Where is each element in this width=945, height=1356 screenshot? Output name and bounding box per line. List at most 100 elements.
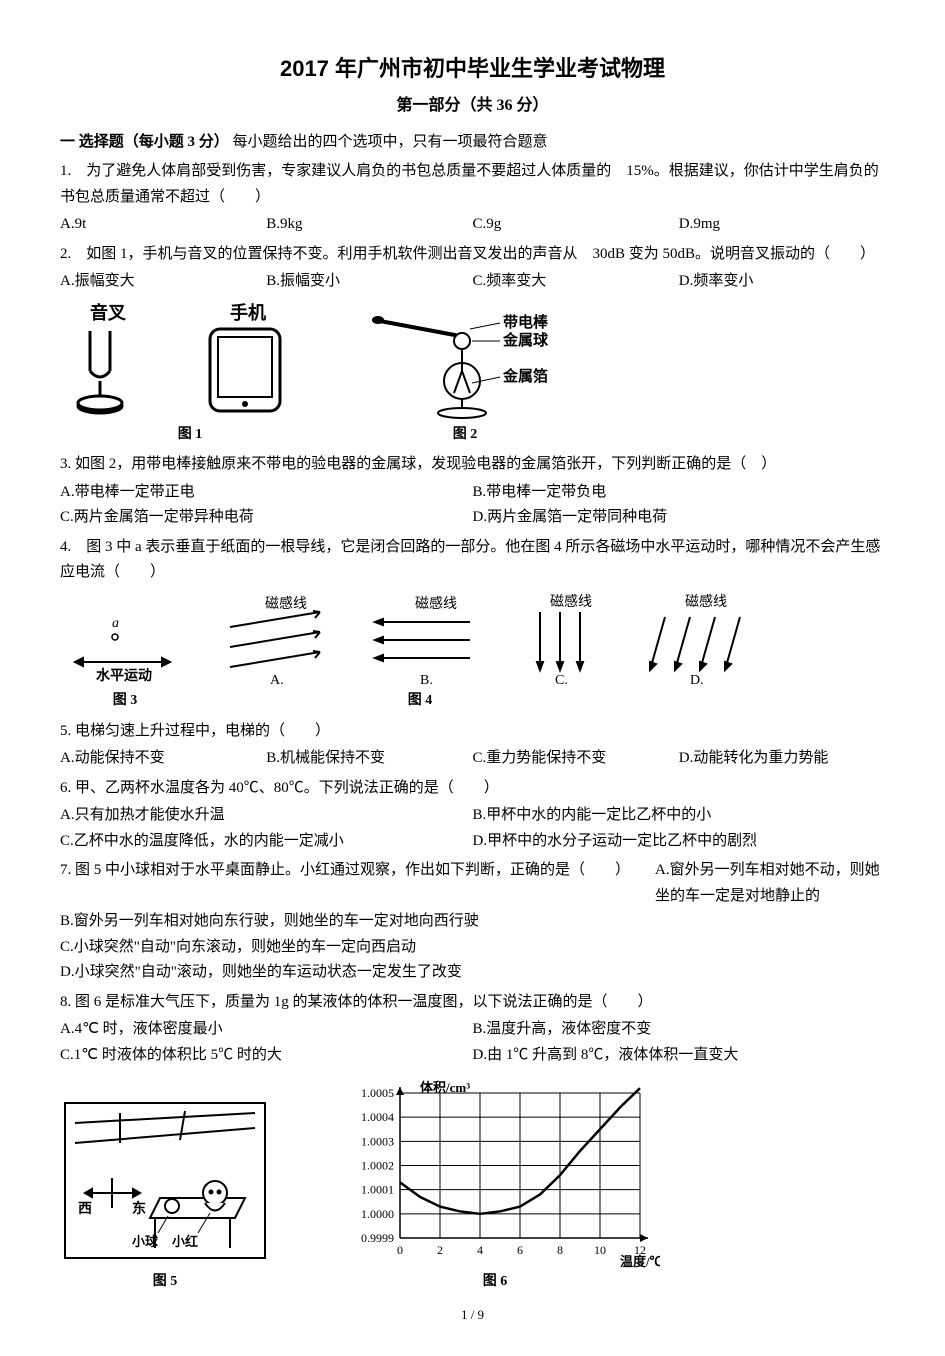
svg-text:温度/℃: 温度/℃ bbox=[620, 1254, 660, 1268]
fig2-svg: 带电棒 金属球 金属箔 bbox=[350, 301, 580, 421]
q5-opt-d: D.动能转化为重力势能 bbox=[679, 746, 885, 772]
fig4-a: 磁感线 A. bbox=[200, 592, 340, 687]
fig4-d-label: 磁感线 bbox=[685, 593, 727, 610]
q8-text: 8. 图 6 是标准大气压下，质量为 1g 的某液体的体积一温度图，以下说法正确… bbox=[60, 990, 885, 1016]
q6-options: A.只有加热才能使水升温 B.甲杯中水的内能一定比乙杯中的小 C.乙杯中水的温度… bbox=[60, 803, 885, 854]
svg-text:1.0003: 1.0003 bbox=[361, 1135, 394, 1149]
svg-text:6: 6 bbox=[517, 1243, 523, 1257]
q8-opt-a: A.4℃ 时，液体密度最小 bbox=[60, 1017, 473, 1043]
fig5-ball: 小球 bbox=[132, 1234, 159, 1249]
svg-text:1.0005: 1.0005 bbox=[361, 1086, 394, 1100]
svg-text:8: 8 bbox=[557, 1243, 563, 1257]
fig4-a-letter: A. bbox=[270, 673, 284, 687]
q1-opt-b: B.9kg bbox=[266, 212, 472, 238]
q1-text: 1. 为了避免人体肩部受到伤害，专家建议人肩负的书包总质量不要超过人体质量的 1… bbox=[60, 159, 885, 210]
svg-text:4: 4 bbox=[477, 1243, 483, 1257]
page-footer: 1 / 9 bbox=[60, 1304, 885, 1326]
page-title: 2017 年广州市初中毕业生学业考试物理 bbox=[60, 50, 885, 87]
question-7: 7. 图 5 中小球相对于水平桌面静止。小红通过观察，作出如下判断，正确的是（ … bbox=[60, 858, 885, 986]
svg-text:0: 0 bbox=[397, 1243, 403, 1257]
figure-5: 西 东 小球 小红 图 5 bbox=[60, 1098, 270, 1294]
fig4-d-letter: D. bbox=[690, 673, 704, 687]
fig4-b: 磁感线 B. 图 4 bbox=[350, 592, 490, 713]
q6-opt-d: D.甲杯中的水分子运动一定比乙杯中的剧烈 bbox=[473, 829, 886, 855]
fig1-caption: 图 1 bbox=[60, 423, 320, 447]
question-5: 5. 电梯匀速上升过程中，电梯的（ ） A.动能保持不变 B.机械能保持不变 C… bbox=[60, 719, 885, 772]
q4-text: 4. 图 3 中 a 表示垂直于纸面的一根导线，它是闭合回路的一部分。他在图 4… bbox=[60, 535, 885, 586]
q5-opt-b: B.机械能保持不变 bbox=[266, 746, 472, 772]
fig4-a-label: 磁感线 bbox=[265, 595, 307, 612]
q8-options: A.4℃ 时，液体密度最小 B.温度升高，液体密度不变 C.1℃ 时液体的体积比… bbox=[60, 1017, 885, 1068]
fig4-b-letter: B. bbox=[420, 673, 433, 687]
q2-options: A.振幅变大 B.振幅变小 C.频率变大 D.频率变小 bbox=[60, 269, 885, 295]
figure-row-5-6: 西 东 小球 小红 图 5 0246810120.9999 bbox=[60, 1078, 885, 1294]
q7-opt-a: A.窗外另一列车相对她不动，则她坐的车一定是对地静止的 bbox=[655, 858, 885, 909]
figure-row-1-2: 音叉 手机 图 1 bbox=[60, 301, 885, 447]
figure-1: 音叉 手机 图 1 bbox=[60, 301, 320, 447]
q8-opt-d: D.由 1℃ 升高到 8℃，液体体积一直变大 bbox=[473, 1043, 886, 1069]
fig3-caption: 图 3 bbox=[60, 689, 190, 713]
question-6: 6. 甲、乙两杯水温度各为 40℃、80℃。下列说法正确的是（ ） A.只有加热… bbox=[60, 776, 885, 855]
question-2: 2. 如图 1，手机与音叉的位置保持不变。利用手机软件测出音叉发出的声音从 30… bbox=[60, 242, 885, 295]
q5-opt-a: A.动能保持不变 bbox=[60, 746, 266, 772]
q3-opt-b: B.带电棒一定带负电 bbox=[473, 480, 886, 506]
q1-opt-c: C.9g bbox=[473, 212, 679, 238]
section-label: 一 选择题（每小题 3 分） bbox=[60, 134, 229, 150]
fig2-ball-label: 金属球 bbox=[502, 331, 549, 349]
svg-text:1.0002: 1.0002 bbox=[361, 1159, 394, 1173]
page-subtitle: 第一部分（共 36 分） bbox=[60, 92, 885, 119]
q3-opt-d: D.两片金属箔一定带同种电荷 bbox=[473, 505, 886, 531]
q2-opt-d: D.频率变小 bbox=[679, 269, 885, 295]
question-4: 4. 图 3 中 a 表示垂直于纸面的一根导线，它是闭合回路的一部分。他在图 4… bbox=[60, 535, 885, 586]
q5-text: 5. 电梯匀速上升过程中，电梯的（ ） bbox=[60, 719, 885, 745]
q6-text: 6. 甲、乙两杯水温度各为 40℃、80℃。下列说法正确的是（ ） bbox=[60, 776, 885, 802]
figure-2: 带电棒 金属球 金属箔 图 2 bbox=[350, 301, 580, 447]
q1-options: A.9t B.9kg C.9g D.9mg bbox=[60, 212, 885, 238]
svg-text:2: 2 bbox=[437, 1243, 443, 1257]
svg-text:1.0004: 1.0004 bbox=[361, 1110, 394, 1124]
fig6-svg: 0246810120.99991.00001.00011.00021.00031… bbox=[330, 1078, 660, 1268]
q7-opt-d: D.小球突然"自动"滚动，则她坐的车运动状态一定发生了改变 bbox=[60, 960, 885, 986]
q6-opt-b: B.甲杯中水的内能一定比乙杯中的小 bbox=[473, 803, 886, 829]
fig6-caption: 图 6 bbox=[330, 1270, 660, 1294]
section-note: 每小题给出的四个选项中，只有一项最符合题意 bbox=[233, 134, 548, 150]
fig4-c: 磁感线 C. bbox=[500, 592, 620, 687]
fig5-east: 东 bbox=[132, 1200, 146, 1217]
q7-opt-c: C.小球突然"自动"向东滚动，则她坐的车一定向西启动 bbox=[60, 935, 885, 961]
fig4-b-label: 磁感线 bbox=[415, 595, 457, 612]
figure-row-3-4: a 水平运动 图 3 磁感线 A. 磁感线 bbox=[60, 592, 885, 713]
q5-options: A.动能保持不变 B.机械能保持不变 C.重力势能保持不变 D.动能转化为重力势… bbox=[60, 746, 885, 772]
q1-opt-a: A.9t bbox=[60, 212, 266, 238]
fig3-arrow-label: 水平运动 bbox=[96, 667, 152, 684]
q7-text: 7. 图 5 中小球相对于水平桌面静止。小红通过观察，作出如下判断，正确的是（ … bbox=[60, 858, 630, 909]
fig4-d: 磁感线 D. bbox=[630, 592, 760, 687]
q3-opt-c: C.两片金属箔一定带异种电荷 bbox=[60, 505, 473, 531]
svg-text:1.0001: 1.0001 bbox=[361, 1183, 394, 1197]
q2-text: 2. 如图 1，手机与音叉的位置保持不变。利用手机软件测出音叉发出的声音从 30… bbox=[60, 242, 885, 268]
figure-6: 0246810120.99991.00001.00011.00021.00031… bbox=[330, 1078, 660, 1294]
q5-opt-c: C.重力势能保持不变 bbox=[473, 746, 679, 772]
q8-opt-c: C.1℃ 时液体的体积比 5℃ 时的大 bbox=[60, 1043, 473, 1069]
fig5-girl: 小红 bbox=[172, 1234, 198, 1249]
fig1-svg: 音叉 手机 bbox=[60, 301, 320, 421]
fig2-foil-label: 金属箔 bbox=[502, 367, 548, 385]
svg-text:1.0000: 1.0000 bbox=[361, 1207, 394, 1221]
q3-text: 3. 如图 2，用带电棒接触原来不带电的验电器的金属球，发现验电器的金属箔张开，… bbox=[60, 452, 885, 478]
section-heading: 一 选择题（每小题 3 分） 每小题给出的四个选项中，只有一项最符合题意 bbox=[60, 130, 885, 156]
question-3: 3. 如图 2，用带电棒接触原来不带电的验电器的金属球，发现验电器的金属箔张开，… bbox=[60, 452, 885, 531]
fig4-caption: 图 4 bbox=[350, 689, 490, 713]
q2-opt-a: A.振幅变大 bbox=[60, 269, 266, 295]
q1-opt-d: D.9mg bbox=[679, 212, 885, 238]
fig1-phone-label: 手机 bbox=[230, 302, 266, 323]
fig5-svg: 西 东 小球 小红 bbox=[60, 1098, 270, 1268]
question-1: 1. 为了避免人体肩部受到伤害，专家建议人肩负的书包总质量不要超过人体质量的 1… bbox=[60, 159, 885, 238]
fig4-c-letter: C. bbox=[555, 673, 568, 687]
fig3-svg: a 水平运动 bbox=[60, 592, 190, 687]
q2-opt-b: B.振幅变小 bbox=[266, 269, 472, 295]
q6-opt-a: A.只有加热才能使水升温 bbox=[60, 803, 473, 829]
svg-text:体积/cm³: 体积/cm³ bbox=[420, 1080, 470, 1095]
figure-3: a 水平运动 图 3 bbox=[60, 592, 190, 713]
fig1-fork-label: 音叉 bbox=[90, 302, 127, 323]
fig5-west: 西 bbox=[78, 1201, 92, 1217]
fig3-a-label: a bbox=[112, 616, 119, 631]
